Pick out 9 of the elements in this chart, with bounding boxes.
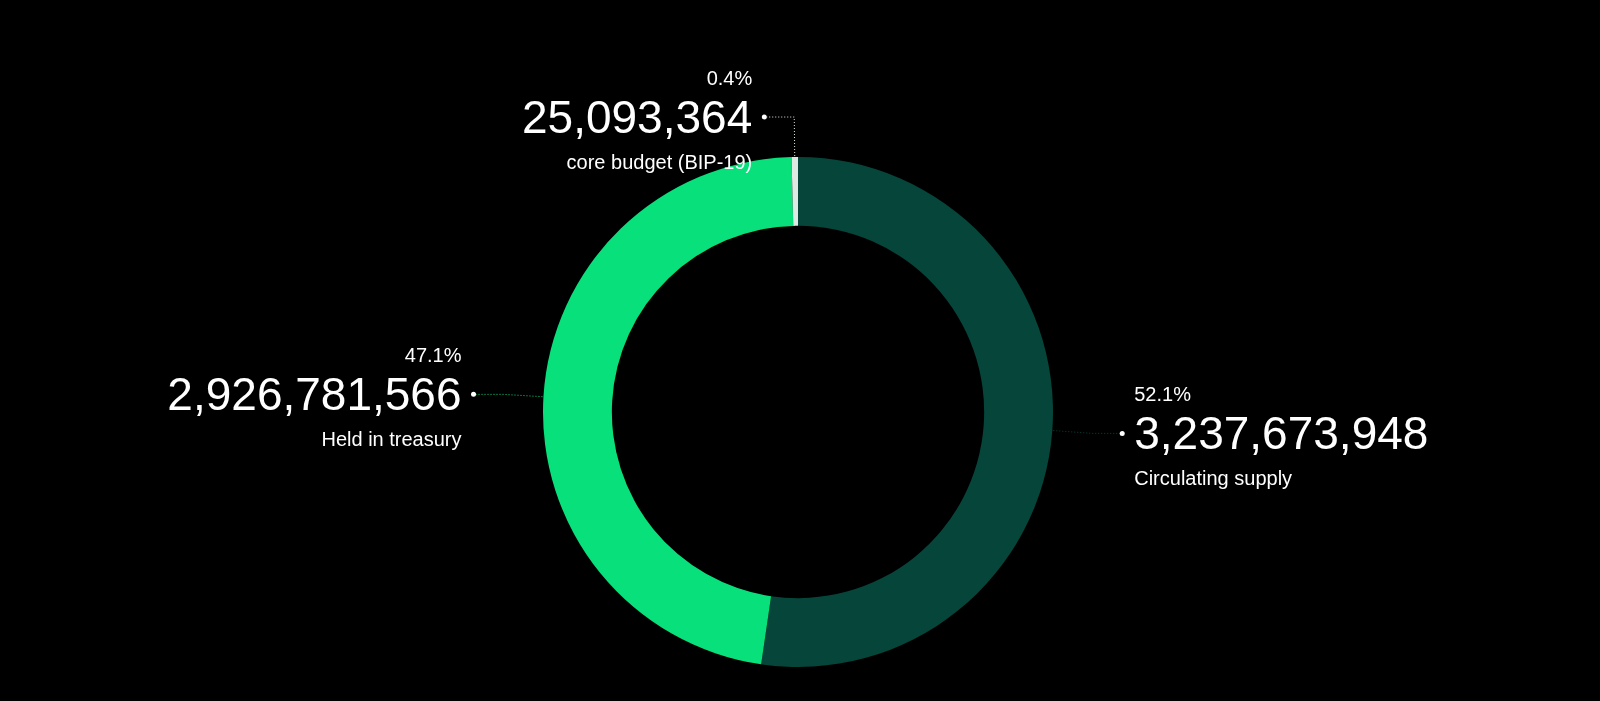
- slice-label: core budget (BIP-19): [566, 151, 753, 174]
- slice-label: Held in treasury: [321, 428, 462, 451]
- data-label: 2,926,781,566: [167, 368, 462, 421]
- data-label: 25,093,364: [522, 91, 753, 144]
- text: 47.1%: [404, 344, 462, 367]
- text: 0.4%: [706, 67, 753, 90]
- data-label: 3,237,673,948: [1134, 407, 1429, 460]
- slice-label: Circulating supply: [1134, 467, 1293, 490]
- text: 52.1%: [1134, 383, 1192, 406]
